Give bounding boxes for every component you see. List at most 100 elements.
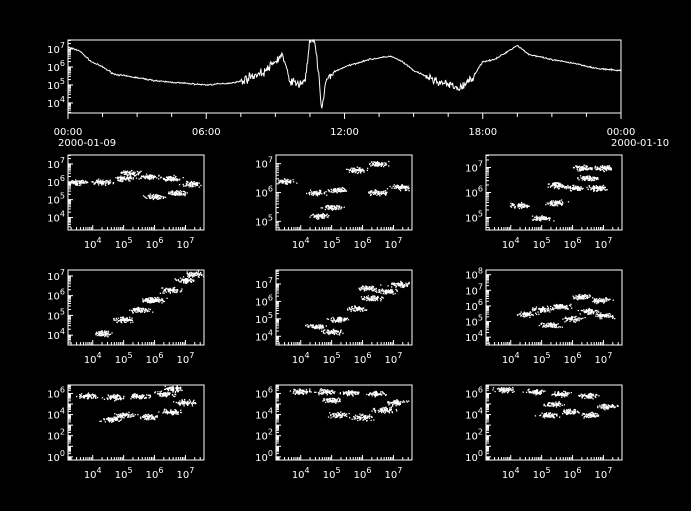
scatter-point (157, 198, 159, 200)
scatter-point (530, 312, 532, 314)
scatter-point (81, 182, 83, 184)
scatter-point (326, 194, 328, 196)
scatter-point (318, 191, 320, 193)
scatter-point (148, 297, 150, 299)
scatter-point (107, 183, 110, 185)
scatter-point (172, 287, 174, 289)
scatter-point (352, 308, 354, 310)
scatter-point (181, 389, 183, 392)
scatter-point (605, 315, 607, 317)
scatter-point (130, 177, 132, 179)
scatter-point (542, 218, 544, 220)
scatter-point (577, 296, 580, 298)
y-tick-label: 104 (47, 407, 65, 422)
scatter-point (558, 202, 560, 204)
scatter-point (547, 183, 550, 185)
scatter-point (111, 419, 113, 422)
scatter-point (96, 180, 98, 182)
scatter-point (120, 320, 122, 322)
scatter-point (157, 196, 159, 198)
scatter-point (558, 201, 560, 203)
scatter-point (137, 306, 140, 309)
scatter-point (584, 294, 586, 296)
scatter-point (579, 188, 581, 190)
scatter-point (543, 326, 545, 328)
scatter-point (388, 290, 391, 292)
plot-frame (275, 269, 413, 346)
scatter-point (555, 325, 558, 327)
scatter-point (324, 332, 326, 335)
scatter-point (323, 329, 325, 331)
scatter-point (339, 190, 341, 193)
scatter-point (385, 162, 387, 164)
scatter-point (407, 283, 409, 285)
scatter-point (560, 183, 562, 185)
scatter-point (378, 164, 380, 166)
scatter-point (130, 319, 132, 321)
scatter-point (554, 324, 557, 326)
scatter-point (184, 192, 187, 194)
scatter-point (595, 300, 598, 302)
scatter-point (75, 181, 77, 183)
scatter-point (123, 173, 125, 176)
scatter-point (177, 190, 179, 192)
scatter-point (366, 297, 368, 300)
scatter-point (554, 186, 556, 188)
scatter-point (528, 205, 530, 207)
scatter-point (150, 175, 152, 178)
scatter-point (565, 316, 567, 318)
scatter-point (585, 295, 587, 297)
scatter-point (402, 285, 404, 287)
scatter-point (286, 183, 288, 185)
scatter-point (561, 184, 563, 186)
scatter-point (179, 190, 182, 192)
scatter-point (597, 302, 600, 304)
scatter-point (584, 176, 586, 178)
scatter-point (279, 180, 281, 183)
scatter-point (119, 319, 122, 321)
scatter-point (192, 185, 194, 187)
scatter-point (587, 296, 589, 299)
scatter-point (551, 325, 553, 327)
scatter-point (520, 315, 522, 317)
scatter-point (395, 185, 397, 188)
scatter-point (315, 214, 318, 216)
scatter-point (315, 325, 318, 327)
scatter-point (576, 188, 578, 190)
scatter-point (177, 387, 179, 390)
scatter-point (561, 204, 563, 206)
scatter-point (331, 207, 334, 209)
y-tick-label: 106 (255, 293, 273, 308)
scatter-point (387, 291, 389, 293)
scatter-point (311, 324, 314, 326)
scatter-point (563, 185, 565, 188)
scatter-point (170, 176, 172, 178)
scatter-point (552, 200, 555, 202)
scatter-point (131, 170, 133, 172)
y-tick-label: 104 (47, 95, 65, 110)
scatter-point (95, 334, 97, 336)
scatter-point (110, 419, 112, 422)
scatter-point (107, 398, 109, 401)
scatter-point (358, 169, 360, 171)
scatter-point (331, 331, 333, 333)
scatter-point (397, 282, 399, 284)
scatter-point (523, 205, 525, 207)
scatter-point (602, 184, 605, 187)
scatter-point (585, 176, 587, 178)
scatter-point (600, 169, 602, 171)
scatter-point (598, 300, 600, 302)
scatter-point (176, 390, 179, 392)
scatter-point (359, 308, 361, 310)
scatter-point (343, 320, 345, 322)
scatter-point (328, 207, 331, 209)
scatter-point (559, 201, 561, 203)
scatter-point (162, 287, 164, 289)
scatter-point (580, 186, 582, 188)
scatter-point (165, 388, 168, 390)
scatter-point (548, 202, 550, 204)
scatter-point (168, 412, 170, 414)
scatter-point (513, 204, 515, 206)
scatter-point (162, 394, 164, 396)
scatter-point (339, 317, 341, 319)
